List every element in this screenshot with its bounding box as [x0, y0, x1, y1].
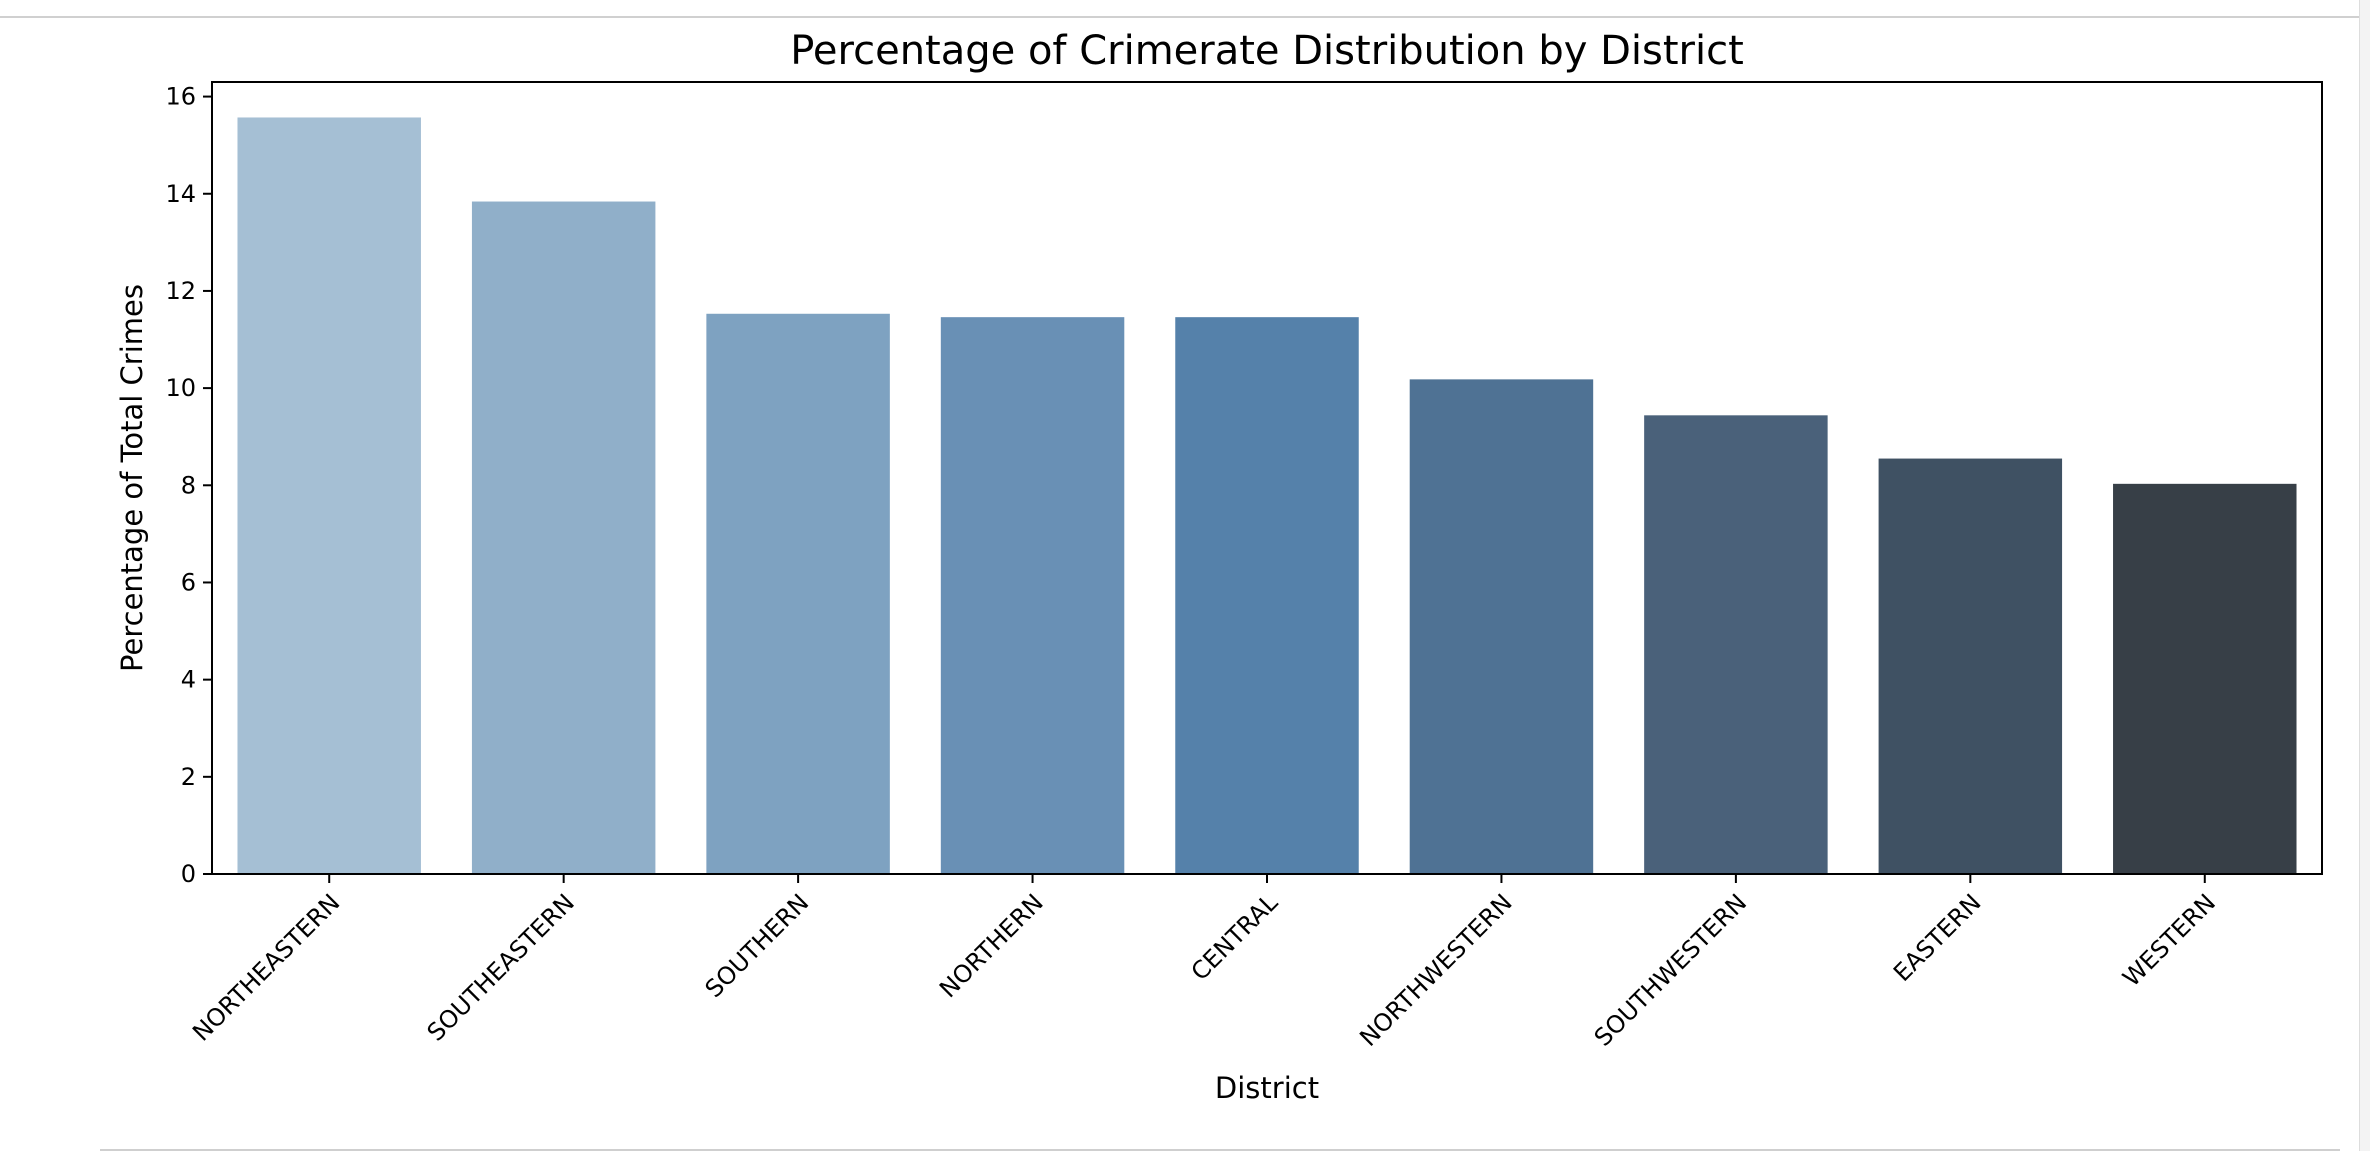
window-top-strip — [0, 0, 2370, 18]
x-tick-label: NORTHWESTERN — [1354, 888, 1517, 1051]
bar-northeastern — [237, 117, 421, 874]
x-tick-label: SOUTHERN — [700, 888, 815, 1003]
bar-western — [2113, 483, 2297, 874]
bars-group — [237, 117, 2297, 875]
bar-northwestern — [1409, 379, 1594, 874]
bar-southeastern — [471, 201, 656, 875]
bar-central — [1175, 317, 1359, 875]
bar-southwestern — [1644, 415, 1828, 874]
x-tick-label: SOUTHEASTERN — [422, 888, 580, 1046]
y-tick-label: 4 — [181, 666, 196, 694]
output-divider — [100, 1149, 2340, 1151]
y-tick-label: 0 — [181, 860, 196, 888]
x-axis-label: District — [1215, 1071, 1319, 1105]
x-axis: NORTHEASTERN SOUTHEASTERN SOUTHERN NORTHERN… — [187, 874, 2221, 1052]
bar-northern — [940, 317, 1125, 875]
bar-southern — [706, 313, 890, 875]
x-tick-label: EASTERN — [1888, 888, 1986, 986]
y-tick-label: 10 — [165, 374, 196, 402]
y-axis-label: Percentage of Total Crimes — [115, 284, 149, 672]
y-tick-label: 14 — [165, 180, 196, 208]
y-tick-label: 12 — [165, 277, 196, 305]
x-tick-label: SOUTHWESTERN — [1589, 888, 1752, 1051]
x-tick-label: WESTERN — [2117, 888, 2221, 992]
y-tick-label: 8 — [181, 471, 196, 499]
scrollbar-track[interactable] — [2359, 0, 2370, 1151]
plot-frame — [211, 81, 2323, 875]
y-axis: 0 2 4 6 8 10 12 14 16 — [165, 83, 212, 888]
y-tick-label: 16 — [165, 83, 196, 111]
y-tick-label: 2 — [181, 763, 196, 791]
x-tick-label: NORTHERN — [934, 888, 1049, 1003]
x-tick-label: NORTHEASTERN — [187, 888, 345, 1046]
chart-title: Percentage of Crimerate Distribution by … — [790, 28, 1744, 74]
x-tick-label: CENTRAL — [1186, 888, 1284, 986]
y-tick-label: 6 — [181, 568, 196, 596]
bar-eastern — [1878, 458, 2063, 874]
